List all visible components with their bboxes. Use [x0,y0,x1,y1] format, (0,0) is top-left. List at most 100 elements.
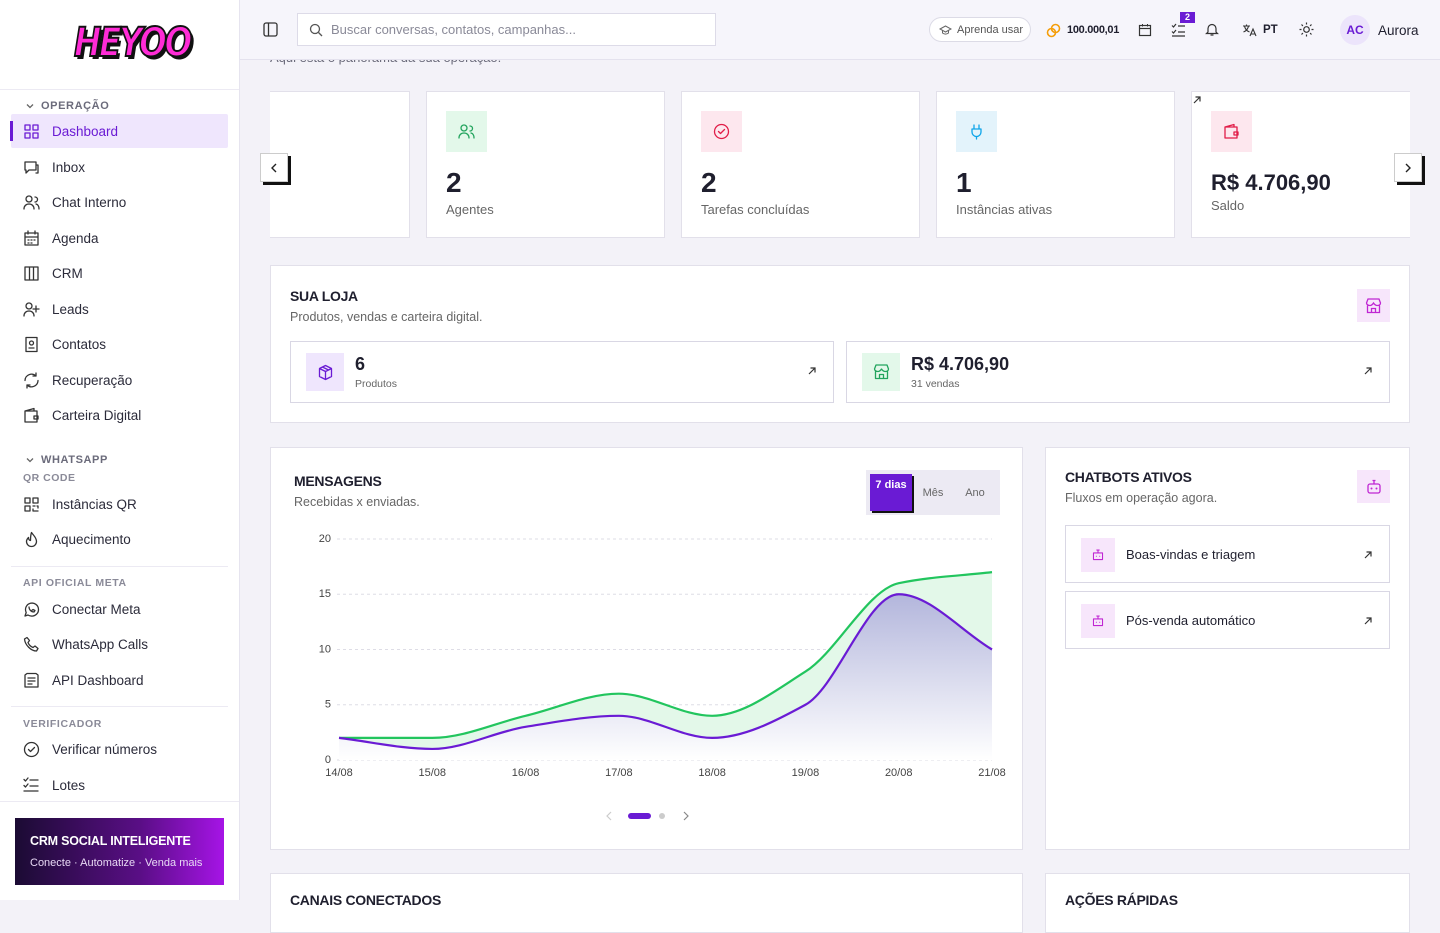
nav-label: Conectar Meta [52,601,141,617]
section-toggle[interactable]: WHATSAPP [11,452,228,469]
balance-value: 100.000,01 [1067,24,1120,36]
open-icon [1193,96,1201,104]
period-option[interactable]: Mês [922,486,944,499]
section-title: API OFICIAL META [23,577,127,589]
nav-item[interactable]: API Dashboard [11,663,228,699]
nav-label: Verificar números [52,742,158,758]
nav-item[interactable]: Contatos [11,327,228,363]
period-option[interactable]: Ano [965,486,985,499]
chart-prev[interactable] [606,811,612,821]
nav-item[interactable]: Chat Interno [11,185,228,221]
calendar-button[interactable] [1138,23,1152,37]
stat-label: Saldo [1211,198,1245,213]
page-dot[interactable] [659,813,665,819]
stat-card: 2 Agentes [426,91,665,238]
logo[interactable]: HEYOO [73,19,193,67]
tasks-badge: 2 [1180,12,1195,23]
icon [23,302,40,317]
nav-item[interactable]: Recuperação [11,363,228,399]
x-tick-label: 17/08 [605,767,633,779]
collapse-button[interactable] [263,22,278,37]
x-tick-label: 19/08 [792,767,820,779]
icon [318,364,332,380]
icon [24,230,39,246]
icon [24,161,39,174]
nav-label: Leads [52,301,89,317]
open-icon [1364,551,1372,559]
stat-icon [446,111,487,152]
avatar[interactable]: AC [1340,15,1370,45]
open-icon [808,367,816,375]
user-name[interactable]: Aurora [1378,22,1419,38]
nav-label: Carteira Digital [52,408,142,424]
open-icon [1364,617,1372,625]
store-item-value: R$ 4.706,90 [911,354,1010,374]
x-tick-label: 15/08 [419,767,447,779]
store-item[interactable]: 6 Produtos [290,341,834,403]
store-item[interactable]: R$ 4.706,90 31 vendas [846,341,1390,403]
nav-section: WHATSAPP QR CODE Instâncias QR Aqueciment… [11,452,228,558]
chatbot-item[interactable]: Pós-venda automático [1065,591,1390,649]
nav-item[interactable]: Inbox [11,150,228,186]
icon [23,637,39,652]
store-subtitle: Produtos, vendas e carteira digital. [290,310,483,324]
balance[interactable]: 100.000,01 [1046,0,1119,60]
page-dot-active[interactable] [628,813,651,819]
stat-icon [956,111,997,152]
nav-label: Instâncias QR [52,496,137,512]
chatbots-subtitle: Fluxos em operação agora. [1065,491,1218,505]
promo[interactable]: CRM SOCIAL INTELIGENTE Conecte · Automat… [15,818,224,885]
carousel-next[interactable] [1394,153,1422,182]
stat-value: 2 [701,167,717,198]
stat-value: 1 [956,167,972,198]
learn-button[interactable]: Aprenda usar [929,17,1031,42]
icon [1224,123,1239,139]
stat-icon [1211,111,1252,152]
y-tick-label: 15 [319,588,331,600]
notifications-button[interactable] [1205,22,1219,37]
nav-item[interactable]: WhatsApp Calls [11,627,228,663]
store-item-label: 31 vendas [911,378,960,390]
stat-card: 1 Instâncias ativas [936,91,1175,238]
icon [24,672,39,688]
carousel-prev[interactable] [260,153,288,182]
chart-subtitle: Recebidas x enviadas. [294,495,420,509]
icon [713,123,730,140]
chatbot-icon [1081,604,1115,638]
nav-item[interactable]: Agenda [11,221,228,257]
stat-card: R$ 4.706,90 Saldo [1191,91,1410,238]
search-placeholder: Buscar conversas, contatos, campanhas... [331,22,576,37]
nav-item[interactable]: CRM [11,256,228,292]
icon [24,408,39,423]
chart-next[interactable] [683,811,689,821]
tasks-button[interactable] [1171,23,1186,37]
chatbot-item[interactable]: Boas-vindas e triagem [1065,525,1390,583]
nav-item[interactable]: Aquecimento [11,522,228,558]
icon [23,777,39,792]
nav-item[interactable]: Verificar números [11,732,228,768]
nav-label: Recuperação [52,372,133,388]
icon [458,124,475,139]
chatbots-icon [1357,470,1390,503]
store-card: SUA LOJA Produtos, vendas e carteira dig… [270,265,1410,423]
nav-item[interactable]: Conectar Meta [11,592,228,628]
nav-item[interactable]: Instâncias QR [11,487,228,523]
nav-item[interactable]: Lotes [11,768,228,802]
nav-item[interactable]: Dashboard [10,114,228,148]
stat-card: vas [270,91,410,238]
chart: 0 5 10 15 20 14/08 15/08 16/08 17/08 18/08 19/08 20… [319,533,1006,821]
period-option[interactable]: 7 dias [870,474,912,511]
search[interactable]: Buscar conversas, contatos, campanhas... [297,13,716,46]
store-item-icon [862,353,900,391]
chatbot-name: Boas-vindas e triagem [1126,547,1256,562]
theme-button[interactable] [1299,22,1314,37]
nav-item[interactable]: Leads [11,292,228,328]
nav-item[interactable]: Carteira Digital [11,398,228,434]
language-button[interactable]: PT [1242,0,1278,60]
sidebar: HEYOO OPERAÇÃO Dashboard Inbox Chat Intern… [0,0,240,900]
language: PT [1263,24,1278,36]
section-toggle[interactable]: OPERAÇÃO [11,97,228,114]
chart-title: MENSAGENS [294,473,382,489]
y-tick-label: 0 [325,754,331,766]
